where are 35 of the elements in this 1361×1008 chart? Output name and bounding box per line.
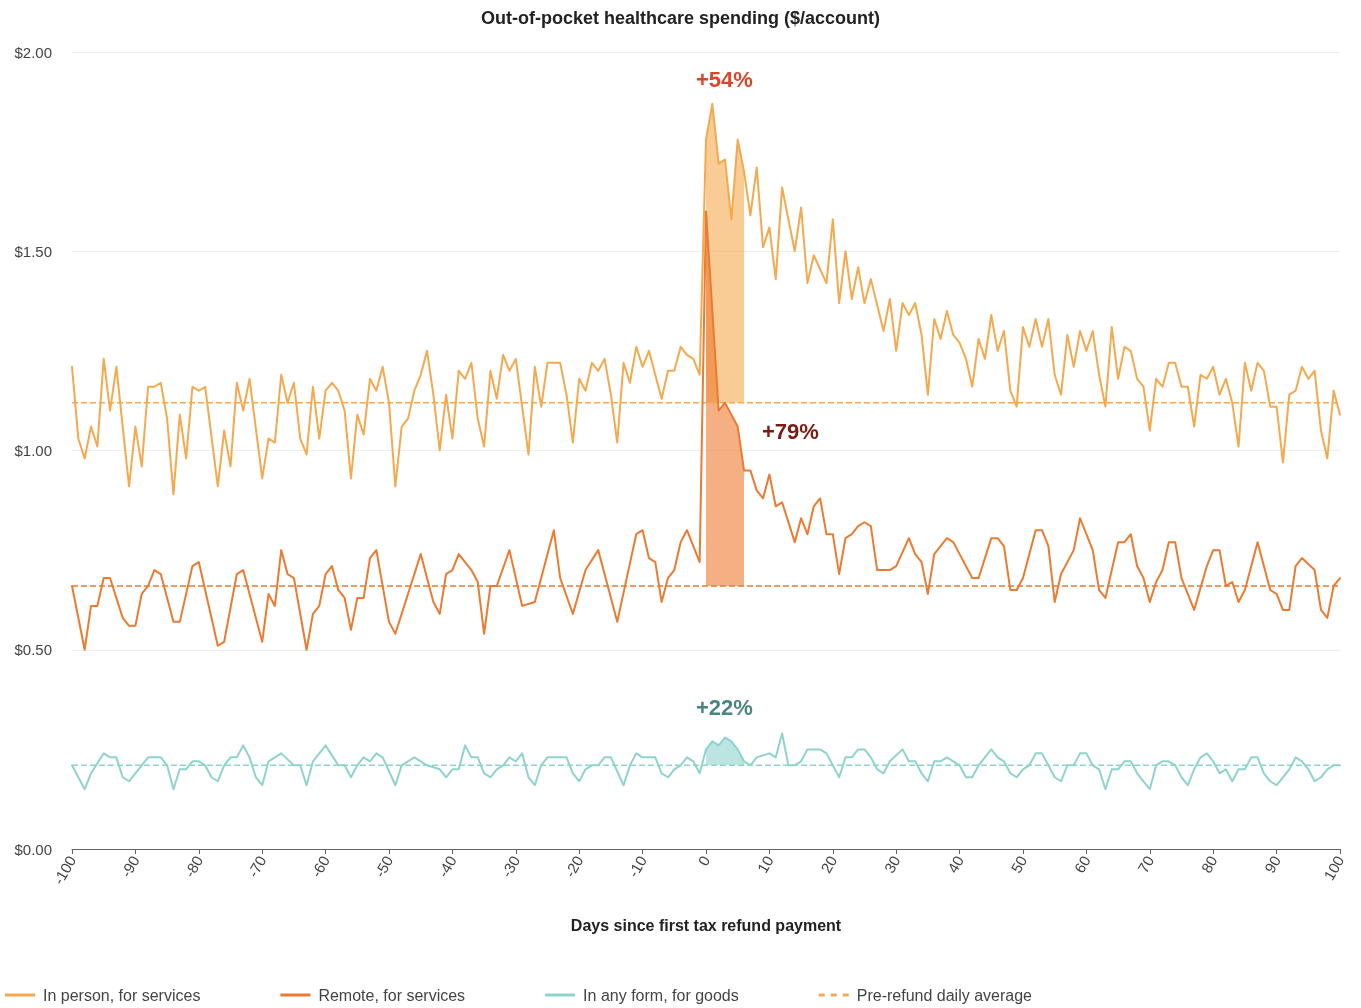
x-tick-label: 80: [1197, 852, 1221, 876]
x-tick-label: -90: [117, 852, 143, 881]
x-tick-label: -60: [307, 852, 333, 881]
x-tick-label: 40: [943, 852, 967, 876]
y-tick-label: $0.50: [14, 641, 52, 659]
legend-label: In any form, for goods: [583, 986, 739, 1004]
x-axis-title: Days since first tax refund payment: [570, 916, 842, 934]
x-tick-label: 70: [1134, 852, 1158, 876]
y-tick-label: $0.00: [14, 840, 52, 858]
y-tick-label: $2.00: [14, 43, 52, 61]
line-series: [71, 102, 1341, 496]
legend-label: In person, for services: [43, 986, 201, 1004]
y-tick-label: $1.00: [14, 442, 52, 459]
x-tick-label: 30: [880, 852, 904, 876]
x-tick-label: -80: [180, 852, 207, 881]
x-tick-label: -20: [561, 852, 587, 881]
annotation: +79%: [762, 418, 819, 444]
annotation: +54%: [696, 66, 753, 92]
x-tick-label: 20: [817, 852, 841, 876]
chart-title: Out-of-pocket healthcare spending ($/account): [480, 8, 881, 28]
x-tick-label: -70: [244, 852, 270, 881]
legend-label: Pre-refund daily average: [856, 986, 1033, 1004]
legend-label: Remote, for services: [318, 986, 466, 1004]
x-tick-label: -30: [497, 852, 524, 881]
annotation: +22%: [696, 694, 753, 720]
x-tick-label: 60: [1070, 852, 1094, 876]
x-tick-label: 10: [753, 852, 777, 876]
x-tick-label: 100: [1320, 852, 1348, 883]
x-tick-label: 0: [694, 852, 714, 869]
x-tick-label: 50: [1007, 852, 1031, 876]
x-tick-label: -50: [370, 852, 397, 881]
x-tick-label: -10: [624, 852, 650, 881]
y-tick-label: $1.50: [14, 242, 52, 260]
x-tick-label: -40: [434, 852, 460, 881]
x-tick-label: 90: [1260, 852, 1284, 876]
